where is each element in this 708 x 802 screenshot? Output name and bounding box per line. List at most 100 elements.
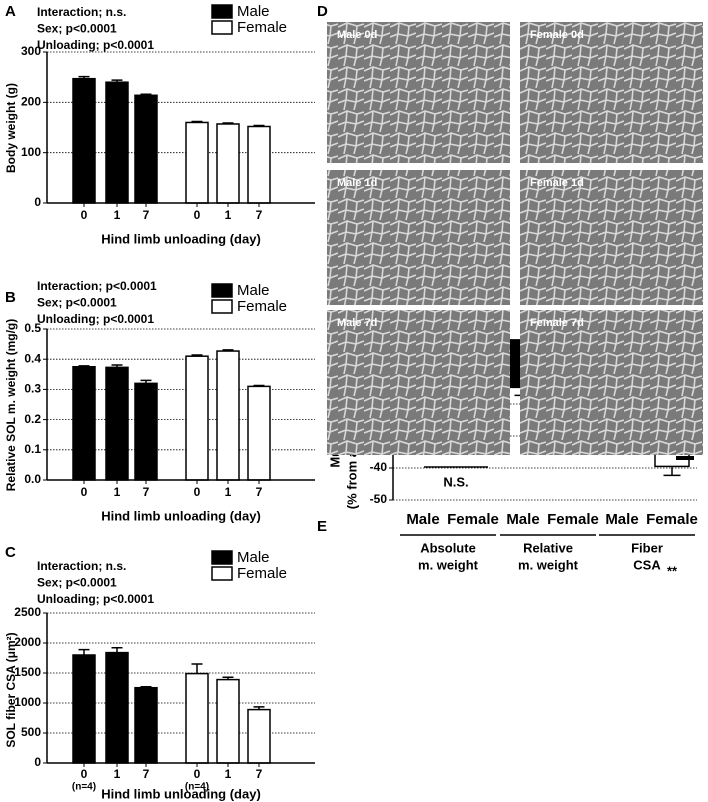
micrograph-label: Male 1d xyxy=(337,177,377,189)
bar xyxy=(216,123,240,204)
annotation: Sex; p<0.0001 xyxy=(37,296,117,310)
error-bar xyxy=(78,365,90,367)
bar xyxy=(247,708,271,764)
x-tick-label: Male xyxy=(506,511,539,528)
bar xyxy=(72,654,96,764)
annotation: Unloading; p<0.0001 xyxy=(37,38,154,52)
x-tick-label: Male xyxy=(406,511,439,528)
micrograph xyxy=(520,170,703,305)
legend-swatch xyxy=(211,20,233,35)
bar xyxy=(134,94,158,204)
panel-label: C xyxy=(5,544,16,561)
legend-swatch xyxy=(211,283,233,298)
bar xyxy=(216,678,240,764)
legend-swatch xyxy=(211,4,233,19)
y-tick-label: 1500 xyxy=(14,665,41,679)
x-tick-label: 1 xyxy=(225,767,232,781)
category-note: (n=4) xyxy=(72,782,96,793)
legend-label: Male xyxy=(237,3,270,20)
y-tick-label: -40 xyxy=(370,460,388,474)
y-tick-label: 0.4 xyxy=(24,351,41,365)
error-bar xyxy=(191,354,203,357)
x-tick-label: 0 xyxy=(81,485,88,499)
y-tick-label: 2500 xyxy=(14,605,41,619)
error-bar xyxy=(222,349,234,352)
x-tick-label: 7 xyxy=(256,485,263,499)
y-tick-label: 0.0 xyxy=(24,472,41,486)
legend-label: Female xyxy=(237,565,287,582)
error-bar xyxy=(78,75,90,79)
legend-label: Male xyxy=(237,549,270,566)
micrograph xyxy=(327,170,510,305)
annotation: Unloading; p<0.0001 xyxy=(37,312,154,326)
error-bar xyxy=(191,663,203,674)
error-bar xyxy=(111,647,123,653)
x-tick-label: 1 xyxy=(114,208,121,222)
group-label: CSA xyxy=(633,557,661,572)
micrograph-label: Female 0d xyxy=(530,29,584,41)
group-label: Absolute xyxy=(420,540,476,555)
x-tick-label: 0 xyxy=(81,208,88,222)
micrograph-label: Male 7d xyxy=(337,317,377,329)
annotation: Interaction; n.s. xyxy=(37,559,126,573)
x-tick-label: 7 xyxy=(143,767,150,781)
x-tick-label: 1 xyxy=(225,208,232,222)
error-bar xyxy=(253,124,265,127)
annotation: Interaction; n.s. xyxy=(37,5,126,19)
micrograph xyxy=(327,310,510,455)
bar xyxy=(72,366,96,481)
x-tick-label: 7 xyxy=(256,208,263,222)
x-tick-label: 0 xyxy=(194,208,201,222)
error-bar xyxy=(253,706,265,710)
error-bar xyxy=(253,384,265,387)
y-axis-label: Relative SOL m. weight (mg/g) xyxy=(4,319,18,491)
bar xyxy=(72,77,96,204)
micrograph-label: Male 0d xyxy=(337,29,377,41)
scale-bar xyxy=(676,456,694,460)
bar xyxy=(105,366,129,481)
y-tick-label: 0 xyxy=(34,755,41,769)
y-tick-label: -50 xyxy=(370,492,388,506)
panel-label: B xyxy=(5,289,16,306)
error-bar xyxy=(140,379,152,384)
bar xyxy=(216,350,240,481)
bar xyxy=(134,382,158,481)
group-label: Fiber xyxy=(631,540,663,555)
x-tick-label: 1 xyxy=(114,767,121,781)
annotation: Interaction; p<0.0001 xyxy=(37,279,157,293)
annotation: Unloading; p<0.0001 xyxy=(37,592,154,606)
y-tick-label: 200 xyxy=(21,95,41,109)
error-bar xyxy=(222,122,234,124)
x-tick-label: Female xyxy=(447,511,499,528)
panel-label: D xyxy=(317,3,328,20)
legend-label: Female xyxy=(237,298,287,315)
y-tick-label: 300 xyxy=(21,44,41,58)
x-tick-label: 1 xyxy=(114,485,121,499)
x-axis-label: Hind limb unloading (day) xyxy=(101,508,261,523)
micrograph-label: Female 1d xyxy=(530,177,584,189)
y-tick-label: 500 xyxy=(21,725,41,739)
legend-swatch xyxy=(211,566,233,581)
x-tick-label: Male xyxy=(605,511,638,528)
micrograph xyxy=(327,22,510,163)
y-tick-label: 0.2 xyxy=(24,412,41,426)
x-tick-label: 0 xyxy=(194,767,201,781)
x-tick-label: 7 xyxy=(256,767,263,781)
x-tick-label: 7 xyxy=(143,485,150,499)
y-tick-label: 1000 xyxy=(14,695,41,709)
y-tick-label: 0.5 xyxy=(24,321,41,335)
bar xyxy=(185,672,209,764)
x-tick-label: 1 xyxy=(225,485,232,499)
x-axis-label: Hind limb unloading (day) xyxy=(101,786,261,801)
panel-label: A xyxy=(5,3,16,20)
panel-label: E xyxy=(317,518,327,535)
error-bar xyxy=(111,79,123,83)
x-tick-label: 0 xyxy=(194,485,201,499)
error-bar xyxy=(663,466,681,477)
bar xyxy=(247,125,271,204)
legend-swatch xyxy=(211,550,233,565)
y-axis-label: Body weight (g) xyxy=(4,83,18,173)
y-tick-label: 0.1 xyxy=(24,442,41,456)
legend-label: Male xyxy=(237,282,270,299)
